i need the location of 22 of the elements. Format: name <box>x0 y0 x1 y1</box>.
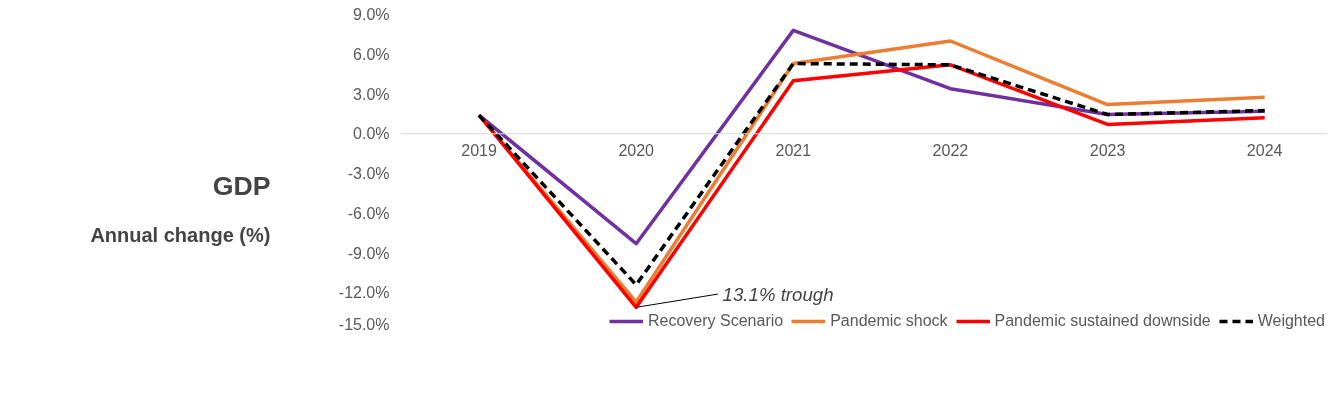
x-tick-label: 2020 <box>618 141 655 159</box>
y-tick-label: 9.0% <box>353 6 390 23</box>
legend-label: Pandemic shock <box>830 312 948 330</box>
text: GDP <box>212 170 271 201</box>
x-tick-label: 2022 <box>932 141 969 159</box>
x-tick-label: 2023 <box>1089 141 1126 159</box>
y-tick-label: -12.0% <box>338 284 390 302</box>
y-tick-label: 0.0% <box>353 125 390 143</box>
legend-label: Pandemic sustained downside <box>994 312 1211 330</box>
y-tick-label: 3.0% <box>353 85 390 103</box>
annotation: 13.1% trough <box>722 283 834 305</box>
x-tick-label: 2021 <box>775 141 812 159</box>
legend-label: Weighted <box>1257 312 1325 330</box>
x-tick-label: 2019 <box>461 141 497 159</box>
y-tick-label: -3.0% <box>347 165 390 182</box>
y-tick-label: -9.0% <box>347 244 390 262</box>
y-tick-label: 6.0% <box>353 45 390 63</box>
x-tick-label: 2024 <box>1246 141 1283 159</box>
legend-label: Recovery Scenario <box>647 312 784 330</box>
y-tick-label: -15.0% <box>338 315 390 333</box>
y-axis-title: Annual change (%) <box>90 223 271 246</box>
y-tick-label: -6.0% <box>347 204 390 222</box>
